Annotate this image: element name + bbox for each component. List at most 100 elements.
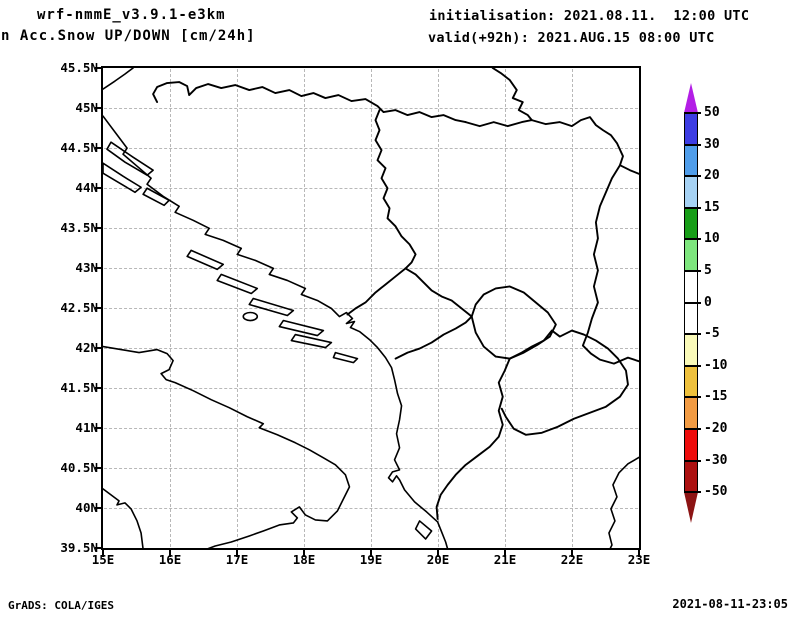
colorbar-segment bbox=[684, 207, 698, 240]
lon-tick-mark bbox=[638, 549, 640, 557]
lon-tick-label: 21E bbox=[493, 552, 517, 567]
colorbar-tick-mark bbox=[684, 491, 701, 494]
colorbar-segment bbox=[684, 239, 698, 271]
lat-tick-mark bbox=[95, 467, 103, 469]
colorbar-label: 15 bbox=[704, 199, 720, 215]
lon-tick-label: 18E bbox=[292, 552, 316, 567]
island-dalmatia-4 bbox=[279, 321, 323, 336]
lat-tick-mark bbox=[95, 427, 103, 429]
border-croatia-bosnia-sava bbox=[153, 82, 466, 122]
lon-tick-label: 17E bbox=[225, 552, 249, 567]
lat-tick-mark bbox=[95, 187, 103, 189]
border-north-macedonia bbox=[502, 331, 628, 435]
lon-gridline bbox=[304, 69, 305, 547]
header-model-title: wrf-nmmE_v3.9.1-e3km bbox=[37, 7, 226, 23]
lon-tick-label: 19E bbox=[359, 552, 383, 567]
colorbar-tick-mark bbox=[684, 333, 701, 336]
lat-tick-label: 41.5N bbox=[60, 380, 98, 395]
colorbar-label: 10 bbox=[704, 231, 720, 247]
header-init-time: initialisation: 2021.08.11. 12:00 UTC bbox=[429, 8, 750, 24]
border-kosovo bbox=[472, 286, 556, 358]
lat-tick-mark bbox=[95, 267, 103, 269]
colorbar-label: 30 bbox=[704, 136, 720, 152]
header-product-title: n Acc.Snow UP/DOWN [cm/24h] bbox=[1, 28, 256, 44]
header-valid-time: valid(+92h): 2021.AUG.15 08:00 UTC bbox=[428, 30, 715, 46]
coast-north-adriatic bbox=[103, 68, 133, 89]
lat-tick-label: 40N bbox=[75, 500, 98, 515]
lon-tick-mark bbox=[370, 549, 372, 557]
lat-tick-mark bbox=[95, 307, 103, 309]
lon-gridline bbox=[438, 69, 439, 547]
colorbar-tick-mark bbox=[684, 143, 701, 146]
colorbar-segment bbox=[684, 460, 698, 493]
lat-tick-label: 42.5N bbox=[60, 300, 98, 315]
colorbar-label: 50 bbox=[704, 105, 720, 120]
island-dalmatia-2 bbox=[217, 274, 257, 293]
colorbar-segment bbox=[684, 334, 698, 366]
colorbar-tick-mark bbox=[684, 301, 701, 304]
island-kvarner-3 bbox=[143, 188, 169, 205]
lat-tick-label: 43N bbox=[75, 260, 98, 275]
colorbar-segment bbox=[684, 429, 698, 461]
colorbar-segment bbox=[684, 144, 698, 177]
lon-gridline bbox=[505, 69, 506, 547]
border-danube-iron-gates bbox=[532, 117, 640, 174]
colorbar-tick-mark bbox=[684, 206, 701, 209]
lat-tick-mark bbox=[95, 107, 103, 109]
lat-tick-mark bbox=[95, 227, 103, 229]
colorbar-segment bbox=[684, 302, 698, 335]
lat-tick-label: 43.5N bbox=[60, 220, 98, 235]
lon-gridline bbox=[170, 69, 171, 547]
lon-tick-label: 23E bbox=[627, 552, 651, 567]
colorbar-tick-mark bbox=[684, 459, 701, 462]
colorbar-tick-mark bbox=[684, 238, 701, 241]
colorbar-tick-mark bbox=[684, 428, 701, 430]
colorbar-segment bbox=[684, 176, 698, 208]
colorbar-segment bbox=[684, 365, 698, 398]
lon-tick-mark bbox=[437, 549, 439, 557]
lat-tick-label: 41N bbox=[75, 420, 98, 435]
lat-tick-mark bbox=[95, 547, 103, 549]
colorbar-label: 20 bbox=[704, 168, 720, 184]
lon-tick-mark bbox=[571, 549, 573, 557]
border-montenegro-albania bbox=[396, 317, 472, 359]
colorbar-segment bbox=[684, 271, 698, 303]
lat-tick-mark bbox=[95, 67, 103, 69]
colorbar-segment bbox=[684, 113, 698, 145]
colorbar-arrow-top bbox=[684, 83, 698, 113]
colorbar-label: -10 bbox=[704, 357, 728, 373]
colorbar-label: -30 bbox=[704, 452, 728, 468]
lon-tick-mark bbox=[236, 549, 238, 557]
lon-tick-mark bbox=[504, 549, 506, 557]
lat-tick-label: 39.5N bbox=[60, 540, 98, 555]
border-serbia-montenegro-kosovo bbox=[406, 268, 472, 316]
coast-dalmatia-montenegro-albania bbox=[103, 116, 448, 549]
colorbar-label: -20 bbox=[704, 421, 728, 436]
lat-tick-mark bbox=[95, 347, 103, 349]
border-serbia-romania bbox=[493, 68, 532, 120]
colorbar-label: -5 bbox=[704, 326, 720, 342]
border-bosnia-montenegro bbox=[347, 268, 405, 314]
colorbar-label: -15 bbox=[704, 389, 728, 405]
colorbar-label: 0 bbox=[704, 294, 712, 310]
lon-tick-label: 20E bbox=[426, 552, 450, 567]
border-albania-east bbox=[437, 359, 510, 519]
lat-tick-label: 42N bbox=[75, 340, 98, 355]
map-canvas bbox=[103, 68, 640, 549]
colorbar-tick-mark bbox=[684, 112, 701, 114]
lat-tick-mark bbox=[95, 387, 103, 389]
footer-grads-credit: GrADS: COLA/IGES bbox=[8, 599, 114, 612]
lon-tick-mark bbox=[303, 549, 305, 557]
coast-italy-tyrrhenian bbox=[103, 489, 143, 549]
colorbar-tick-mark bbox=[684, 270, 701, 272]
lon-tick-label: 15E bbox=[91, 552, 115, 567]
coast-greece bbox=[609, 457, 640, 549]
lat-tick-mark bbox=[95, 147, 103, 149]
coast-italy-adriatic bbox=[103, 347, 349, 549]
colorbar-label: -50 bbox=[704, 484, 728, 500]
border-bosnia-serbia-drina bbox=[376, 110, 416, 268]
colorbar-tick-mark bbox=[684, 175, 701, 178]
lon-gridline bbox=[237, 69, 238, 547]
island-dalmatia-5 bbox=[291, 335, 331, 348]
